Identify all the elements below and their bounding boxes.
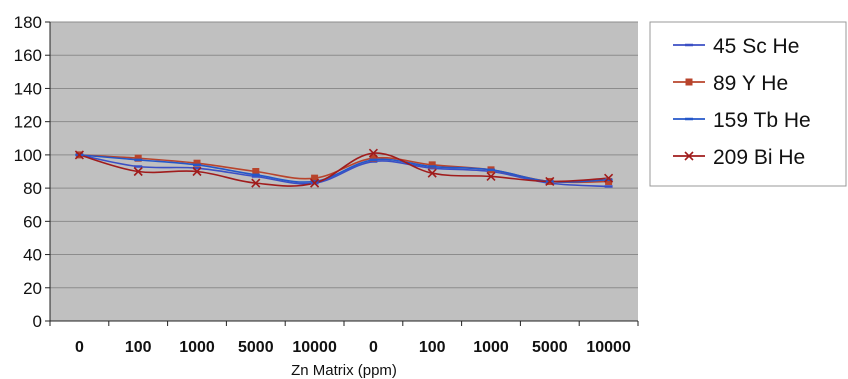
legend-marker: [685, 78, 693, 86]
data-point: [605, 177, 613, 185]
data-point: [545, 176, 555, 187]
y-tick-label: 80: [23, 179, 42, 198]
data-point: [251, 178, 261, 188]
data-point: [428, 161, 436, 169]
y-tick-label: 0: [33, 312, 42, 331]
series-line-2: [79, 154, 609, 183]
legend-label: 45 Sc He: [713, 35, 799, 58]
x-tick-label: 0: [75, 339, 84, 356]
data-point: [604, 173, 614, 183]
series-line-3: [79, 152, 609, 187]
x-tick-label: 1000: [473, 339, 509, 356]
legend-marker: [684, 151, 694, 161]
legend-item: 89 Y He: [673, 72, 788, 95]
data-point: [311, 174, 319, 182]
x-tick-label: 0: [369, 339, 378, 356]
y-tick-label: 20: [23, 279, 42, 298]
legend: 45 Sc He 89 Y He 159 Tb He 209 Bi He: [649, 21, 847, 187]
data-point: [193, 159, 201, 167]
series-lines: [79, 152, 609, 188]
legend-box: [649, 21, 847, 187]
data-point: [310, 178, 320, 188]
data-point: [368, 148, 378, 158]
data-point: [486, 171, 496, 182]
legend-item: 209 Bi He: [673, 146, 805, 169]
legend-label: 89 Y He: [713, 72, 788, 95]
x-tick-label: 10000: [586, 339, 631, 356]
grid-lines: [50, 21, 638, 289]
legend-item: 45 Sc He: [673, 35, 799, 58]
data-point: [369, 154, 377, 162]
data-point: [133, 166, 143, 177]
data-point: [192, 166, 202, 177]
legend-label: 159 Tb He: [713, 109, 811, 132]
y-tick-label: 180: [14, 13, 42, 32]
y-tick-label: 120: [14, 113, 42, 132]
series-line-0: [79, 154, 609, 188]
x-axis-title: Zn Matrix (ppm): [291, 362, 397, 379]
x-tick-label: 5000: [238, 339, 274, 356]
x-tick-label: 100: [125, 339, 152, 356]
y-tick-label: 140: [14, 79, 42, 98]
x-tick-label: 1000: [179, 339, 215, 356]
x-axis-ticks: 0 100 1000 5000 10000 0 100 1000 5000 10000: [49, 321, 639, 356]
y-tick-label: 40: [23, 246, 42, 265]
data-point: [252, 168, 260, 175]
y-tick-label: 60: [23, 212, 42, 231]
y-axis-ticks: 0 20 40 60 80 100 120 140 160 180: [14, 13, 50, 331]
data-point: [427, 168, 437, 178]
x-tick-label: 10000: [292, 339, 337, 356]
x-tick-label: 5000: [532, 339, 568, 356]
data-point: [74, 150, 84, 160]
y-tick-label: 100: [14, 146, 42, 165]
series-markers: [74, 148, 614, 188]
y-tick-label: 160: [14, 46, 42, 65]
x-tick-label: 100: [419, 339, 446, 356]
data-point: [134, 154, 142, 162]
legend-label: 209 Bi He: [713, 146, 805, 169]
legend-item: 159 Tb He: [673, 109, 811, 132]
